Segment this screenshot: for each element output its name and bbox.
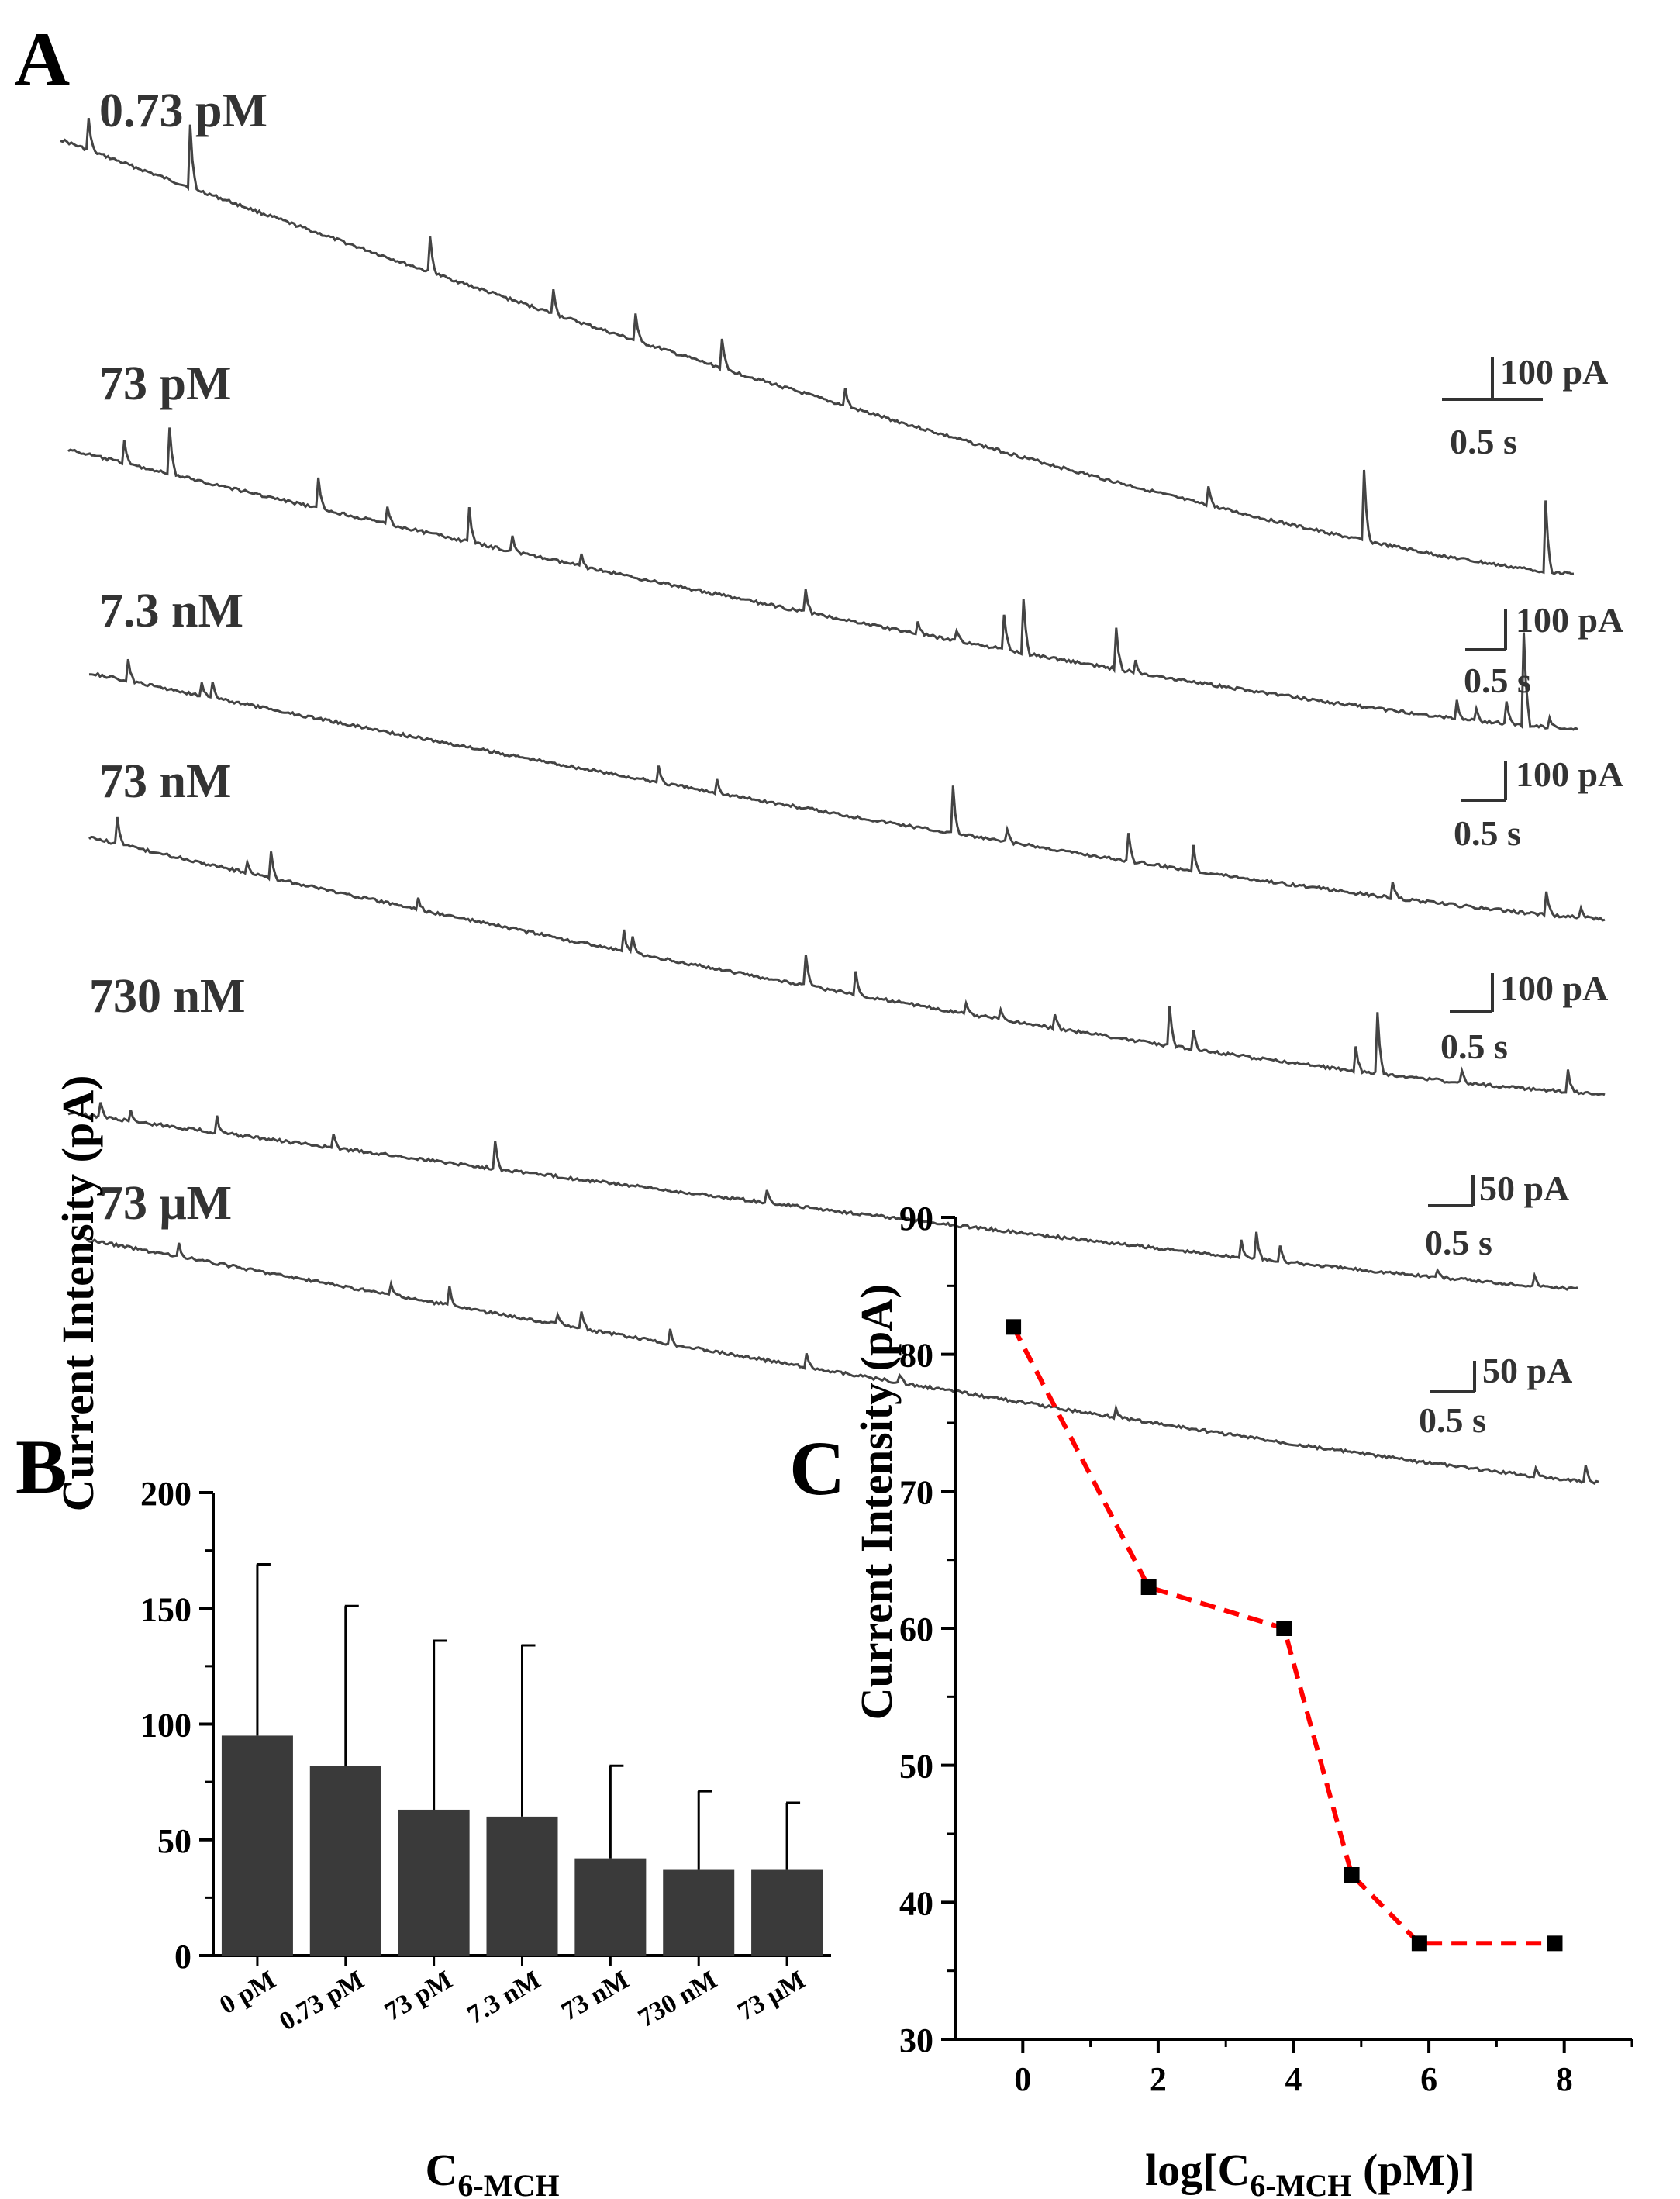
y-tick-label: 100 [140,1707,191,1745]
y-tick-label: 40 [899,1884,933,1922]
y-axis-label: Current Intensity (pA) [53,1075,103,1512]
scale-bar-3: 100 pA 0.5 s [1454,754,1623,853]
x-tick-label: 7.3 nM [463,1966,546,2030]
x-tick-label: 73 μM [733,1966,810,2027]
x-tick-label: 73 pM [380,1966,457,2027]
y-tick-label: 70 [899,1473,933,1511]
panel-c-line-chart: C Current Intensity (pA) log[C6-MCH (pM)… [789,1200,1633,2199]
x-axis-label: log[C6-MCH (pM)] [1145,2145,1475,2199]
data-point [1276,1621,1292,1636]
bar [309,1766,381,1956]
scale-bar-time: 0.5 s [1454,813,1521,853]
x-tick-label: 0 [1014,2060,1031,2098]
bar [751,1869,823,1956]
scale-bar-current: 100 pA [1500,968,1608,1008]
trace-label-6: 73 μM [99,1177,232,1230]
trace-label-3: 7.3 nM [99,585,243,637]
scale-bar-1: 100 pA 0.5 s [1442,352,1608,461]
scale-bar-4: 100 pA 0.5 s [1440,968,1608,1066]
scale-bar-current: 100 pA [1516,600,1623,640]
y-tick-label: 80 [899,1337,933,1375]
current-trace-5 [67,1102,1578,1291]
scale-bar-lines [1461,761,1507,802]
panel-b-letter: B [16,1424,67,1510]
scale-bar-time: 0.5 s [1450,422,1517,461]
x-tick-label: 8 [1556,2060,1573,2098]
scale-bar-time: 0.5 s [1440,1027,1508,1066]
series-line [1011,1325,1555,1946]
scale-bar-lines [1450,973,1494,1013]
x-axis-label-suffix: (pM)] [1351,2145,1475,2195]
y-tick-label: 30 [899,2021,933,2059]
data-point [1344,1867,1360,1883]
y-tick-label: 200 [140,1475,191,1513]
bar [574,1858,647,1956]
panel-c-letter: C [789,1425,845,1511]
scale-bar-time: 0.5 s [1419,1400,1486,1440]
x-tick-label: 2 [1150,2060,1167,2098]
trace-label-4: 73 nM [99,755,232,808]
scale-bar-current: 100 pA [1500,352,1608,392]
y-tick-label: 60 [899,1610,933,1648]
y-axis-label: Current Intensity (pA) [851,1284,902,1721]
scale-bar-6: 50 pA 0.5 s [1419,1351,1572,1440]
scale-bar-time: 0.5 s [1425,1223,1492,1262]
bar [486,1816,558,1956]
x-axis-label-prefix: log[C [1145,2145,1250,2195]
current-trace-6 [83,1236,1599,1486]
x-tick-label: 0 pM [215,1966,281,2020]
y-tick-label: 90 [899,1200,933,1238]
x-axis-label: C6-MCH [426,2145,560,2199]
scale-bar-current: 50 pA [1482,1351,1572,1390]
x-tick-label: 6 [1420,2060,1437,2098]
trace-label-2: 73 pM [99,357,232,410]
y-tick-label: 50 [899,1748,933,1786]
y-tick-label: 150 [140,1590,191,1628]
trace-label-5: 730 nM [89,970,246,1023]
scale-bar-current: 50 pA [1479,1169,1569,1208]
scale-bar-5: 50 pA 0.5 s [1425,1169,1569,1262]
panel-b-bar-chart: B Current Intensity (pA) C6-MCH 0 50 100 15… [16,1075,831,2199]
x-tick-label: 730 nM [633,1966,722,2033]
trace-label-1: 0.73 pM [99,85,267,137]
y-tick-label: 0 [174,1938,191,1976]
current-trace-2 [67,427,1578,731]
scale-bar-2: 100 pA 0.5 s [1464,600,1623,700]
x-tick-label: 73 nM [557,1966,633,2027]
bar [398,1809,470,1956]
current-trace-1 [60,118,1575,576]
scale-bar-lines [1428,1175,1475,1207]
current-trace-4 [88,816,1606,1096]
panel-a-traces: A 0.73 pM 73 pM 7.3 nM 73 nM 730 nM 73 μ… [14,16,1623,1486]
y-tick-label: 50 [157,1822,191,1860]
data-point [1140,1579,1157,1595]
scale-bar-lines [1465,609,1507,651]
x-tick-label: 4 [1285,2060,1302,2098]
panel-a-letter: A [14,16,70,102]
x-axis-label-subscript: 6-MCH [1250,2168,1351,2199]
scale-bar-lines [1442,357,1543,401]
scale-bar-lines [1430,1361,1476,1393]
data-point [1411,1935,1427,1952]
current-trace-3 [88,658,1606,922]
bar [663,1869,735,1956]
bar [221,1735,293,1956]
scale-bar-current: 100 pA [1516,754,1623,794]
data-point [1006,1319,1022,1335]
current-traces [60,118,1606,1486]
data-point [1547,1935,1563,1952]
line-plot-area: 30 40 50 60 70 80 90 0 2 4 6 8 [899,1200,1633,2098]
x-axis-label-subscript: 6-MCH [457,2168,559,2199]
scale-bar-time: 0.5 s [1464,661,1531,700]
x-tick-label: 0.73 pM [274,1966,369,2037]
x-axis-label-main: C [426,2145,458,2195]
